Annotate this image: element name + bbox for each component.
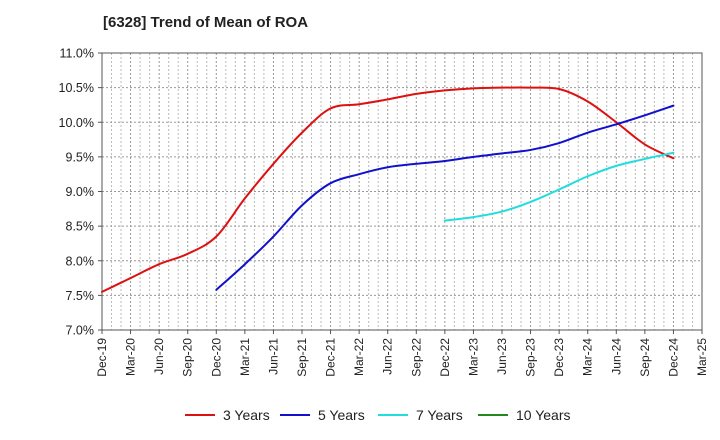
x-tick-label: Jun-23 <box>495 338 509 375</box>
x-tick-label: Sep-21 <box>295 338 309 377</box>
y-tick-label: 7.5% <box>66 289 95 303</box>
x-tick-label: Mar-23 <box>466 338 480 376</box>
y-tick-label: 11.0% <box>59 47 94 61</box>
x-tick-label: Jun-21 <box>266 338 280 375</box>
series-line-7-years <box>443 151 675 222</box>
y-tick-label: 10.5% <box>59 81 94 95</box>
series-line-3-years <box>101 86 675 293</box>
chart-title: [6328] Trend of Mean of ROA <box>103 14 309 31</box>
x-tick-label: Mar-21 <box>238 338 252 376</box>
y-tick-label: 8.5% <box>66 220 95 234</box>
x-tick-label: Sep-22 <box>409 338 423 377</box>
x-tick-label: Dec-24 <box>666 338 680 377</box>
legend-label-5-years: 5 Years <box>318 407 365 423</box>
x-tick-label: Mar-22 <box>352 338 366 376</box>
legend-label-7-years: 7 Years <box>416 407 463 423</box>
legend-label-10-years: 10 Years <box>516 407 571 423</box>
y-tick-label: 7.0% <box>66 324 95 338</box>
x-tick-label: Jun-20 <box>152 338 166 375</box>
y-tick-label: 8.0% <box>66 254 95 268</box>
legend-label-3-years: 3 Years <box>223 407 270 423</box>
y-tick-label: 9.5% <box>66 150 95 164</box>
x-tick-label: Dec-21 <box>324 338 338 377</box>
x-tick-label: Jun-24 <box>609 338 623 375</box>
x-tick-label: Sep-24 <box>638 338 652 377</box>
legend: 3 Years 5 Years 7 Years 10 Years <box>185 407 571 423</box>
x-tick-label: Mar-20 <box>124 338 138 376</box>
series-lines <box>101 86 675 293</box>
x-tick-label: Mar-24 <box>581 338 595 376</box>
y-tick-label: 9.0% <box>66 185 95 199</box>
y-tick-label: 10.0% <box>59 116 94 130</box>
x-tick-label: Sep-23 <box>524 338 538 377</box>
grid-lines <box>101 52 703 331</box>
x-tick-label: Dec-23 <box>552 338 566 377</box>
axes: 7.0% 7.5% 8.0% 8.5% 9.0% 9.5% 10.0% 10.5% 11.0% D… <box>59 47 709 377</box>
series-line-5-years <box>215 104 675 291</box>
x-tick-label: Dec-22 <box>438 338 452 377</box>
x-tick-label: Dec-19 <box>95 338 109 377</box>
x-tick-label: Dec-20 <box>209 338 223 377</box>
x-tick-label: Jun-22 <box>381 338 395 375</box>
x-tick-label: Sep-20 <box>181 338 195 377</box>
x-tick-label: Mar-25 <box>695 338 709 376</box>
